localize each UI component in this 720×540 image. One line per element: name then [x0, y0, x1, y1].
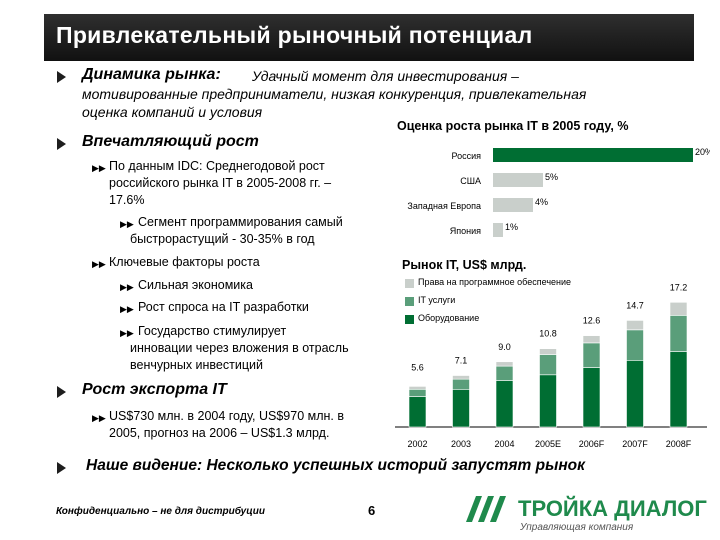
chart2-total-label: 5.6 — [411, 362, 424, 372]
chart2-category-label: 2003 — [451, 439, 471, 449]
chart2-bar-segment — [669, 351, 688, 428]
legend-services: IT услуги — [418, 295, 456, 305]
legend-software: Права на программное обеспечение — [418, 277, 572, 287]
double-arrow-icon: ▶▶ — [120, 304, 134, 314]
factor3-line3: венчурных инвестиций — [130, 358, 263, 372]
chart2-category-label: 2002 — [407, 439, 427, 449]
chart1-value-label: 1% — [505, 222, 518, 232]
chart2-bar-segment — [626, 320, 644, 331]
chart2-bar-segment — [582, 335, 601, 344]
double-arrow-icon: ▶▶ — [92, 163, 106, 173]
legend-hardware: Оборудование — [418, 313, 480, 323]
chart2-total-label: 12.6 — [583, 316, 601, 326]
title-bar: Привлекательный рыночный потенциал — [44, 14, 694, 61]
segment-line1: Сегмент программирования самый — [138, 215, 343, 229]
legend-swatch-services — [405, 297, 414, 306]
export-line2: 2005, прогноз на 2006 – US$1.3 млрд. — [109, 426, 330, 440]
legend-swatch-software — [405, 279, 414, 288]
bullet-triangle-icon — [57, 138, 66, 150]
chart2-title: Рынок IT, US$ млрд. — [402, 258, 527, 272]
chart2-category-label: 2006F — [579, 439, 605, 449]
factor1: Сильная экономика — [138, 278, 253, 292]
growth-bar-chart: Россия 20% США 5% Западная Европа 4% Япония 1% — [407, 147, 710, 237]
chart2-total-label: 10.8 — [539, 329, 557, 339]
double-arrow-icon: ▶▶ — [92, 259, 106, 269]
chart2-bar-segment — [452, 378, 470, 390]
chart1-category-label: США — [460, 176, 481, 186]
chart2-bar-segment — [408, 386, 427, 390]
double-arrow-icon: ▶▶ — [120, 219, 134, 229]
chart2-category-label: 2004 — [494, 439, 514, 449]
chart1-bar — [493, 173, 543, 187]
dynamics-label: Динамика рынка: — [82, 66, 221, 83]
chart2-bar-segment — [626, 329, 644, 361]
chart2-category-label: 2007F — [622, 439, 648, 449]
chart2-category-label: 2005E — [535, 439, 561, 449]
chart2-bar-segment — [452, 389, 470, 428]
dynamics-line1: Удачный момент для инвестирования – — [252, 68, 519, 84]
chart2-bar-segment — [539, 354, 557, 376]
chart2-bar-segment — [495, 361, 514, 367]
idc-line2: российского рынка IT в 2005-2008 гг. – — [109, 176, 332, 190]
dynamics-line2: мотивированные предприниматели, низкая к… — [82, 86, 587, 102]
double-arrow-icon: ▶▶ — [120, 282, 134, 292]
chart2-bar-segment — [539, 374, 557, 428]
dynamics-line3: оценка компаний и условия — [82, 104, 263, 120]
bullet-triangle-icon — [57, 386, 66, 398]
chart2-bar-segment — [669, 301, 688, 316]
confidential-note: Конфиденциально – не для дистрибуции — [56, 506, 265, 517]
chart1-value-label: 20% — [695, 147, 710, 157]
chart2-bar-segment — [408, 396, 427, 428]
page-number: 6 — [368, 503, 376, 518]
chart2-total-label: 17.2 — [670, 282, 688, 292]
chart2-bar-segment — [669, 315, 688, 352]
chart1-category-label: Россия — [451, 151, 481, 161]
double-arrow-icon: ▶▶ — [92, 413, 106, 423]
factor3-line2: инновации через вложения в отрасль — [130, 341, 349, 355]
market-stacked-chart: 5.6 2002 7.1 2003 9.0 2004 10.8 2005E 12.6 2006F 1… — [395, 282, 707, 449]
chart1-category-label: Западная Европа — [407, 201, 481, 211]
chart2-total-label: 9.0 — [498, 342, 511, 352]
chart1-bar — [493, 198, 533, 212]
page-title: Привлекательный рыночный потенциал — [56, 22, 533, 48]
factors-label: Ключевые факторы роста — [109, 255, 260, 269]
bullet-triangle-icon — [57, 462, 66, 474]
chart2-bar-segment — [495, 380, 514, 428]
logo-subtitle: Управляющая компания — [520, 522, 634, 533]
export-line1: US$730 млн. в 2004 году, US$970 млн. в — [109, 409, 344, 423]
factor3-line1: Государство стимулирует — [138, 324, 287, 338]
legend-swatch-hardware — [405, 315, 414, 324]
factor2: Рост спроса на IT разработки — [138, 300, 309, 314]
chart2-total-label: 14.7 — [626, 300, 644, 310]
chart1-bar — [493, 148, 693, 162]
chart2-bar-segment — [408, 389, 427, 397]
logo-text: ТРОЙКА ДИАЛОГ — [518, 496, 707, 521]
chart2-bar-segment — [582, 342, 601, 368]
chart2-bar-segment — [626, 360, 644, 428]
growth-label: Впечатляющий рост — [82, 133, 259, 150]
chart2-bar-segment — [582, 367, 601, 428]
segment-line2: быстрорастущий - 30-35% в год — [130, 232, 315, 246]
chart1-title: Оценка роста рынка IT в 2005 году, % — [397, 119, 629, 133]
chart2-bar-segment — [495, 365, 514, 381]
double-arrow-icon: ▶▶ — [120, 328, 134, 338]
export-label: Рост экспорта IT — [82, 381, 227, 398]
chart1-bar — [493, 223, 503, 237]
chart1-value-label: 4% — [535, 197, 548, 207]
idc-line3: 17.6% — [109, 193, 145, 207]
chart1-category-label: Япония — [450, 226, 481, 236]
bullet-triangle-icon — [57, 71, 66, 83]
chart2-category-label: 2008F — [666, 439, 692, 449]
chart2-bar-segment — [452, 375, 470, 380]
idc-line1: По данным IDC: Среднегодовой рост — [109, 159, 325, 173]
vision-text: Наше видение: Несколько успешных историй… — [86, 457, 586, 474]
chart2-total-label: 7.1 — [455, 356, 468, 366]
troika-logo-icon — [466, 496, 506, 522]
chart2-bar-segment — [539, 348, 557, 355]
chart1-value-label: 5% — [545, 172, 558, 182]
